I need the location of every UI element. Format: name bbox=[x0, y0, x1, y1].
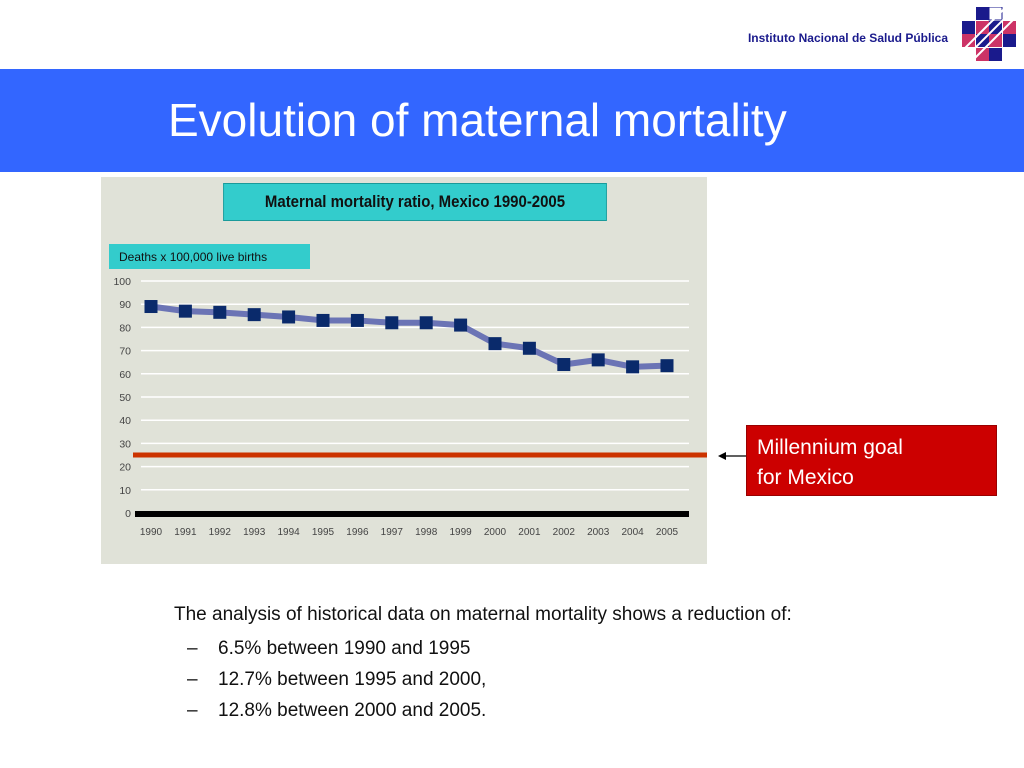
x-tick-label: 2004 bbox=[621, 527, 644, 538]
dash-bullet: – bbox=[187, 669, 198, 690]
millennium-goal-callout: Millennium goal for Mexico bbox=[746, 425, 997, 496]
list-item-text: 12.7% between 1995 and 2000, bbox=[218, 669, 487, 690]
list-item-text: 6.5% between 1990 and 1995 bbox=[218, 638, 471, 659]
slide-title: Evolution of maternal mortality bbox=[168, 94, 787, 146]
y-tick-label: 20 bbox=[119, 462, 131, 474]
y-tick-label: 50 bbox=[119, 392, 131, 404]
list-item: –6.5% between 1990 and 1995 bbox=[174, 633, 814, 664]
title-band: Evolution of maternal mortality bbox=[0, 69, 1024, 172]
x-tick-label: 2002 bbox=[553, 527, 576, 538]
data-point bbox=[316, 313, 330, 327]
institute-logo-icon bbox=[962, 7, 1016, 61]
dash-bullet: – bbox=[187, 700, 198, 721]
x-tick-label: 1996 bbox=[346, 527, 369, 538]
y-tick-label: 10 bbox=[119, 485, 131, 497]
arrow-left-icon bbox=[718, 452, 746, 460]
x-tick-label: 1997 bbox=[381, 527, 404, 538]
y-axis-label: Deaths x 100,000 live births bbox=[109, 244, 310, 269]
data-point bbox=[557, 358, 571, 372]
y-tick-label: 40 bbox=[119, 415, 131, 427]
data-point bbox=[350, 313, 364, 327]
x-tick-label: 1992 bbox=[209, 527, 232, 538]
list-item-text: 12.8% between 2000 and 2005. bbox=[218, 700, 487, 721]
goal-label-line2: for Mexico bbox=[757, 466, 854, 489]
dash-bullet: – bbox=[187, 638, 198, 659]
data-point bbox=[522, 341, 536, 355]
org-name: Instituto Nacional de Salud Pública bbox=[747, 31, 948, 45]
x-tick-label: 2001 bbox=[518, 527, 541, 538]
x-tick-label: 2005 bbox=[656, 527, 679, 538]
x-tick-label: 1993 bbox=[243, 527, 266, 538]
analysis-intro: The analysis of historical data on mater… bbox=[174, 604, 792, 625]
analysis-text: The analysis of historical data on mater… bbox=[174, 601, 814, 726]
goal-label-line1: Millennium goal bbox=[757, 436, 903, 459]
chart-title: Maternal mortality ratio, Mexico 1990-20… bbox=[223, 183, 607, 221]
data-point bbox=[144, 300, 158, 314]
data-point bbox=[591, 353, 605, 367]
data-point bbox=[488, 337, 502, 351]
x-tick-label: 1991 bbox=[174, 527, 197, 538]
x-tick-label: 1990 bbox=[140, 527, 163, 538]
x-tick-label: 1995 bbox=[312, 527, 335, 538]
reduction-list: –6.5% between 1990 and 1995 –12.7% betwe… bbox=[174, 633, 814, 726]
y-tick-label: 90 bbox=[119, 299, 131, 311]
list-item: –12.8% between 2000 and 2005. bbox=[174, 695, 814, 726]
y-tick-label: 30 bbox=[119, 438, 131, 450]
data-point bbox=[660, 359, 674, 373]
data-point bbox=[385, 316, 399, 330]
data-point bbox=[247, 308, 261, 322]
x-tick-label: 1999 bbox=[449, 527, 472, 538]
y-tick-label: 80 bbox=[119, 322, 131, 334]
data-point bbox=[626, 360, 640, 374]
chart-panel: 0 10 20 30 40 50 60 70 80 90 100 1990 1991 1992 1993 19… bbox=[101, 177, 707, 564]
header-bar: Instituto Nacional de Salud Pública bbox=[0, 0, 1024, 68]
y-tick-label: 100 bbox=[113, 276, 131, 288]
series-line bbox=[150, 303, 668, 370]
line-chart: 0 10 20 30 40 50 60 70 80 90 100 1990 1991 1992 1993 19… bbox=[113, 276, 707, 538]
y-tick-label: 70 bbox=[119, 346, 131, 358]
data-point bbox=[282, 310, 296, 324]
y-tick-label: 60 bbox=[119, 369, 131, 381]
data-point bbox=[419, 316, 433, 330]
data-point bbox=[178, 304, 192, 318]
x-tick-label: 2000 bbox=[484, 527, 507, 538]
x-tick-label: 1994 bbox=[277, 527, 300, 538]
y-tick-label: 0 bbox=[125, 508, 131, 520]
x-tick-label: 2003 bbox=[587, 527, 610, 538]
data-point bbox=[213, 305, 227, 319]
list-item: –12.7% between 1995 and 2000, bbox=[174, 664, 814, 695]
x-tick-label: 1998 bbox=[415, 527, 438, 538]
data-point bbox=[454, 318, 468, 332]
